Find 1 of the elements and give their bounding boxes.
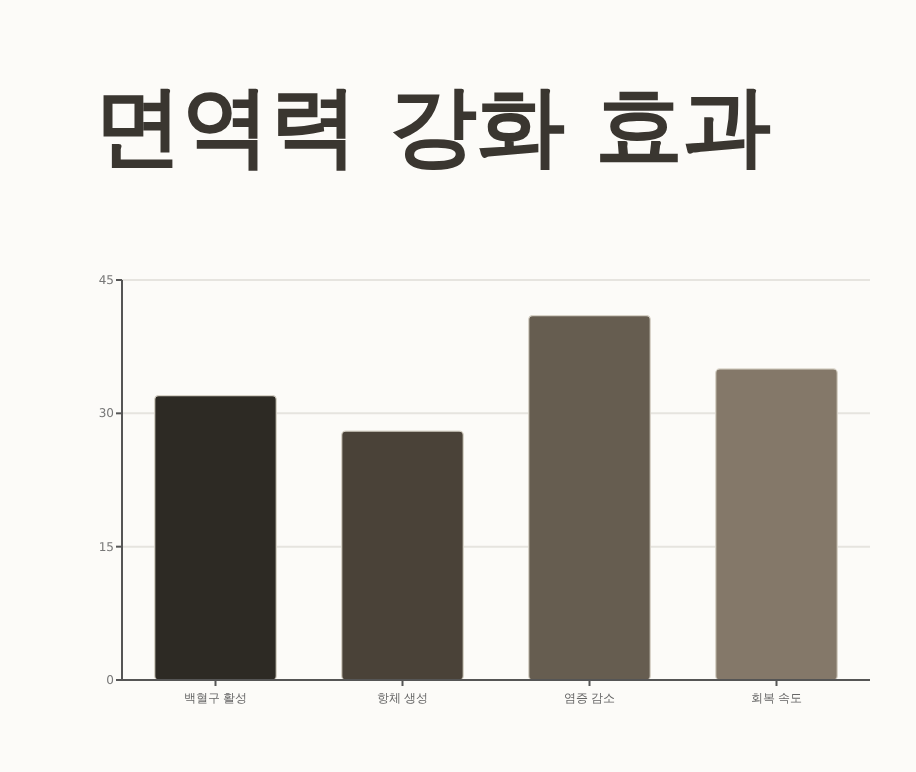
- chart-title: 면역력 강화 효과: [94, 76, 772, 178]
